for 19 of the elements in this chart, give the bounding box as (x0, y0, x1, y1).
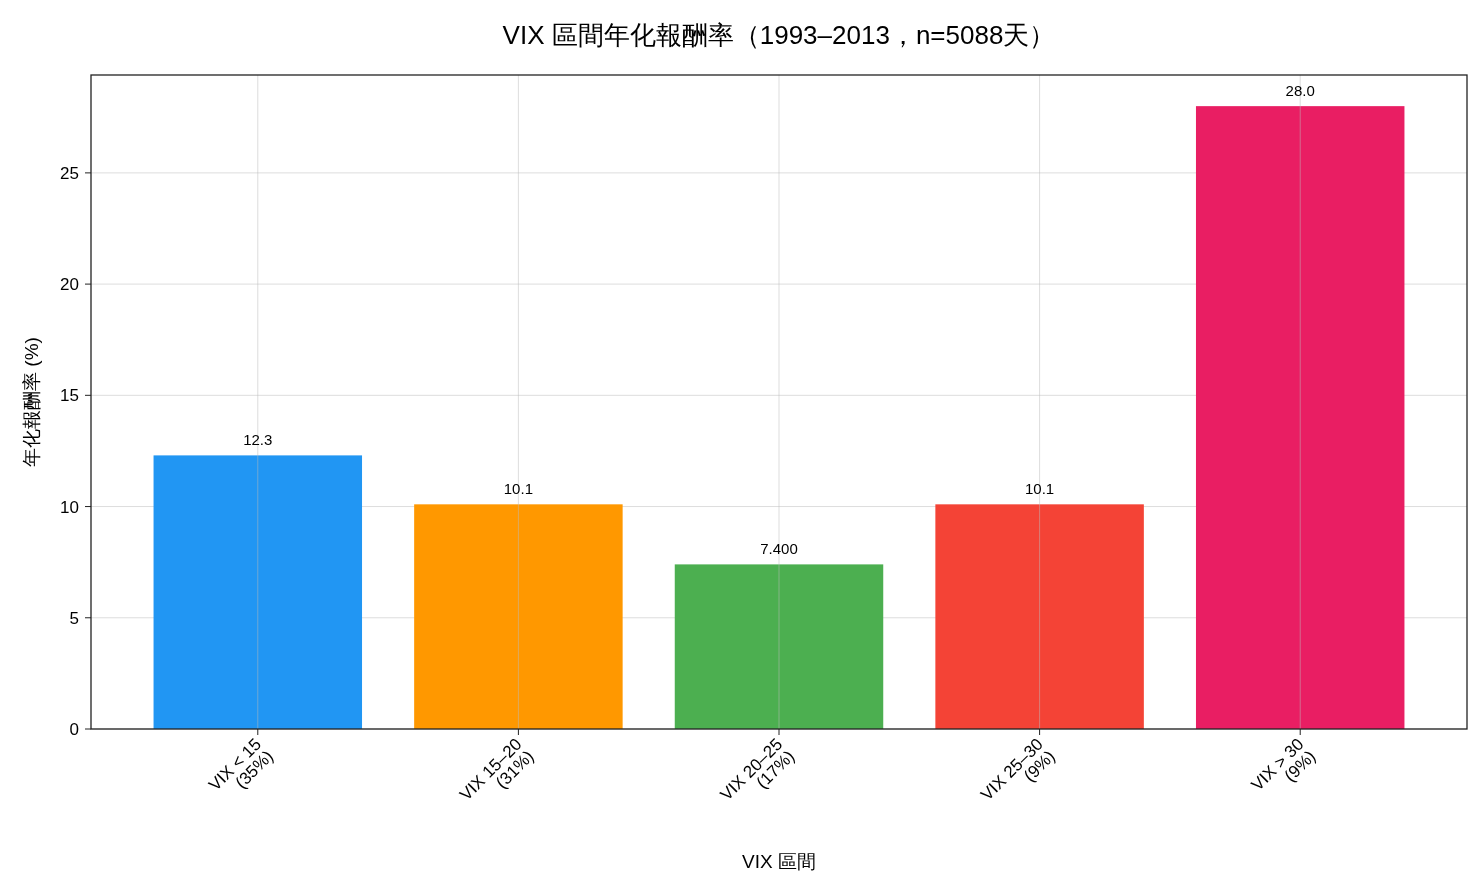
data-label: 10.1 (1025, 480, 1055, 498)
bar (935, 504, 1144, 729)
data-label: 12.3 (243, 431, 273, 449)
data-label: 7.400 (760, 540, 798, 558)
bar (414, 504, 623, 729)
y-tick-label: 0 (69, 719, 79, 739)
y-tick-label: 10 (60, 497, 79, 517)
y-tick-label: 20 (60, 275, 79, 295)
x-axis-title: VIX 區間 (742, 851, 816, 872)
y-tick-label: 25 (60, 163, 79, 183)
bar (674, 564, 884, 729)
chart-title: VIX 區間年化報酬率（1993–2013，n=5088天） (502, 20, 1056, 50)
bar (1195, 106, 1405, 729)
data-label: 10.1 (503, 480, 533, 498)
data-label: 28.0 (1285, 82, 1315, 100)
y-axis-title: 年化報酬率 (%) (21, 337, 42, 467)
y-tick-label: 5 (69, 608, 79, 628)
bar (153, 455, 363, 729)
y-tick-label: 15 (60, 386, 79, 406)
